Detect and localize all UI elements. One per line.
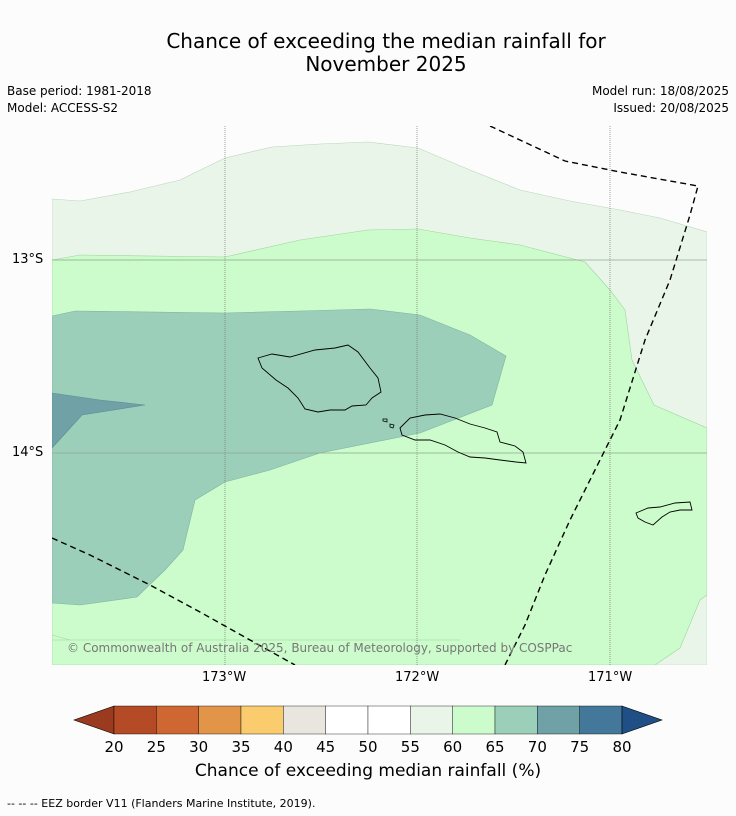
colorbar-under-arrow (73, 705, 115, 735)
colorbar-tick-label: 60 (443, 738, 462, 756)
colorbar-tick-label: 70 (528, 738, 547, 756)
colorbar-tick-label: 65 (485, 738, 504, 756)
lat-label-13s: 13°S (12, 252, 44, 267)
latitude-lines (52, 259, 707, 454)
eez-footnote: -- -- -- EEZ border V11 (Flanders Marine… (7, 797, 316, 810)
colorbar-swatch (325, 705, 369, 735)
colorbar-over-arrow (621, 705, 663, 735)
upolu-island (399, 413, 527, 464)
savaii-island (257, 344, 382, 413)
colorbar-swatch (537, 705, 580, 735)
colorbar-swatch (113, 705, 157, 735)
eez-border (52, 126, 699, 665)
colorbar-swatch (367, 705, 411, 735)
colorbar-tick-label: 55 (401, 738, 420, 756)
colorbar-swatch (579, 705, 623, 735)
title-line-2: November 2025 (305, 52, 467, 76)
colorbar-title: Chance of exceeding median rainfall (%) (194, 761, 542, 781)
tutuila-island (635, 501, 693, 526)
colorbar-swatch (198, 705, 242, 735)
lon-label-171w: 171°W (588, 670, 633, 685)
title-line-1: Chance of exceeding the median rainfall … (166, 29, 606, 53)
manono-island (382, 418, 395, 429)
model-name: Model: ACCESS-S2 (7, 101, 119, 115)
lon-label-173w: 173°W (202, 670, 247, 685)
colorbar-swatch (452, 705, 496, 735)
rainfall-map (52, 126, 707, 665)
colorbar-tick-label: 30 (189, 738, 208, 756)
model-run: Model run: 18/08/2025 (591, 84, 729, 98)
colorbar-swatch (283, 705, 326, 735)
colorbar-tick-label: 20 (104, 738, 123, 756)
colorbar-tick-label: 25 (147, 738, 166, 756)
colorbar-tick-label: 40 (274, 738, 293, 756)
colorbar-tick-label: 35 (231, 738, 250, 756)
colorbar-tick-label: 50 (358, 738, 377, 756)
copyright-credit: © Commonwealth of Australia 2025, Bureau… (67, 641, 573, 655)
colorbar-swatch (410, 705, 453, 735)
meta-right: Model run: 18/08/2025 Issued: 20/08/2025 (592, 83, 729, 117)
lon-label-172w: 172°W (395, 670, 440, 685)
colorbar-swatch (156, 705, 199, 735)
colorbar: 20 25 30 35 40 45 50 55 60 65 70 75 80 (73, 705, 663, 756)
colorbar-tick-label: 80 (612, 738, 631, 756)
colorbar-swatch (494, 705, 538, 735)
colorbar-swatch (240, 705, 284, 735)
meta-left: Base period: 1981-2018 Model: ACCESS-S2 (7, 83, 152, 117)
map-title: Chance of exceeding the median rainfall … (0, 30, 736, 76)
colorbar-tick-label: 75 (570, 738, 589, 756)
region-70-75 (52, 392, 146, 449)
region-65-70 (52, 308, 507, 606)
colorbar-tick-label: 45 (316, 738, 335, 756)
base-period: Base period: 1981-2018 (7, 84, 152, 98)
lat-label-14s: 14°S (12, 445, 44, 460)
issued-date: Issued: 20/08/2025 (613, 101, 729, 115)
